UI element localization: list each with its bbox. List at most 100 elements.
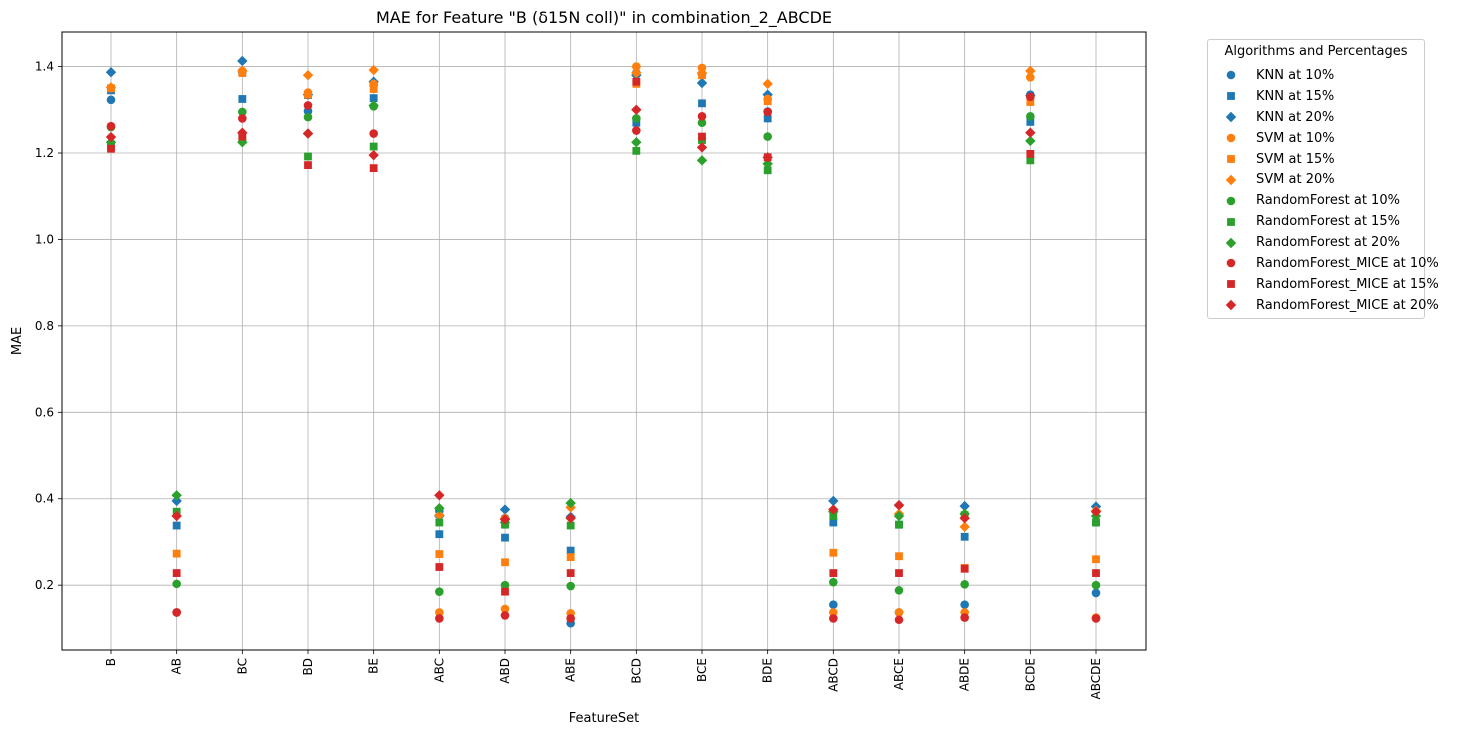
legend-label: RandomForest_MICE at 20% <box>1256 297 1439 313</box>
data-point <box>303 112 313 122</box>
data-point <box>894 608 904 617</box>
data-point <box>1026 73 1035 82</box>
series-0 <box>106 67 1101 628</box>
data-point <box>763 132 772 141</box>
data-point <box>499 504 511 515</box>
legend-marker <box>1218 256 1244 270</box>
x-tick-label: ABCE <box>892 658 906 690</box>
data-point <box>237 127 248 138</box>
legend-item: SVM at 20% <box>1218 169 1439 190</box>
data-point <box>106 95 116 105</box>
data-point <box>762 158 773 170</box>
grid-layer <box>62 32 1146 650</box>
legend-marker-shape <box>1225 300 1237 311</box>
data-point <box>435 530 444 539</box>
legend: Algorithms and Percentages KNN at 10% KNN… <box>1207 39 1439 319</box>
chart-title: MAE for Feature "B (δ15N coll)" in combi… <box>376 8 832 28</box>
x-tick-label: ABC <box>432 658 446 683</box>
data-point <box>894 586 904 595</box>
data-point <box>368 64 379 76</box>
data-point <box>893 510 905 522</box>
x-tick-label: BE <box>367 658 381 674</box>
data-point <box>895 569 903 577</box>
x-tick-label: ABE <box>564 658 578 682</box>
data-point <box>434 490 445 501</box>
legend-marker-shape <box>1225 237 1237 248</box>
data-point <box>697 111 707 121</box>
legend-marker <box>1218 215 1244 229</box>
data-point <box>435 608 444 617</box>
legend-marker-shape <box>1226 71 1236 80</box>
data-point <box>1091 614 1101 623</box>
data-point <box>434 503 445 514</box>
data-point <box>566 553 575 561</box>
legend-marker-shape <box>1225 112 1237 123</box>
data-point <box>238 114 247 123</box>
data-point <box>763 107 772 117</box>
series-3 <box>106 62 1101 622</box>
data-point <box>499 514 511 525</box>
data-point <box>369 142 378 151</box>
data-point <box>237 65 248 77</box>
legend-label: RandomForest at 20% <box>1256 235 1400 251</box>
legend-title: Algorithms and Percentages <box>1224 44 1408 59</box>
data-point <box>893 500 905 511</box>
data-point <box>500 604 510 614</box>
data-point <box>1026 98 1035 106</box>
legend-marker <box>1218 131 1244 145</box>
data-point <box>960 600 969 609</box>
x-tick-label: ABCDE <box>1089 658 1103 699</box>
data-point <box>1025 135 1036 147</box>
data-point <box>304 90 312 99</box>
data-point <box>632 118 641 127</box>
data-point <box>1025 65 1036 77</box>
data-point <box>1026 111 1035 121</box>
data-point <box>763 97 772 106</box>
data-point <box>238 107 247 117</box>
x-tick-label: BCE <box>695 658 709 682</box>
legend-label: RandomForest_MICE at 15% <box>1256 276 1439 292</box>
data-point <box>105 82 117 93</box>
series-11 <box>105 104 1102 525</box>
data-point <box>1026 149 1035 158</box>
data-point <box>172 608 181 617</box>
data-point <box>959 521 970 533</box>
data-point <box>828 504 839 515</box>
data-point <box>960 564 969 573</box>
legend-label: SVM at 10% <box>1256 130 1335 146</box>
data-point <box>434 509 445 521</box>
legend-list: KNN at 10% KNN at 15% KNN at 20% SVM at 10%… <box>1218 65 1439 316</box>
data-point <box>829 518 838 527</box>
legend-marker <box>1218 236 1244 250</box>
legend-item: RandomForest at 10% <box>1218 190 1439 211</box>
data-point <box>566 614 575 623</box>
legend-label: SVM at 15% <box>1256 151 1335 167</box>
data-point <box>632 146 641 155</box>
data-point <box>105 66 117 78</box>
data-point <box>829 608 838 617</box>
data-point <box>171 495 182 507</box>
data-point <box>959 500 970 512</box>
data-point <box>960 613 969 622</box>
legend-label: RandomForest at 10% <box>1256 193 1400 209</box>
legend-marker <box>1218 68 1244 82</box>
legend-marker-shape <box>1225 174 1237 186</box>
data-point <box>631 104 642 115</box>
series-1 <box>107 86 1100 555</box>
legend-marker <box>1218 298 1244 312</box>
legend-item: RandomForest_MICE at 15% <box>1218 274 1439 295</box>
axis-layer: 0.2 0.4 0.6 0.8 1.0 1.2 1.4 B AB BC BD BE ABC ABD ABE B… <box>35 60 1103 700</box>
data-point <box>500 580 510 590</box>
legend-marker-shape <box>1227 217 1235 226</box>
data-point <box>302 128 314 139</box>
data-point <box>500 611 510 620</box>
data-point <box>1091 580 1101 590</box>
x-tick-label: BC <box>235 658 249 674</box>
x-tick-label: BDE <box>761 658 775 683</box>
legend-label: RandomForest_MICE at 10% <box>1256 255 1439 271</box>
data-point <box>696 67 708 79</box>
data-point <box>631 67 642 79</box>
data-point <box>566 546 575 555</box>
series-5 <box>105 64 1102 533</box>
